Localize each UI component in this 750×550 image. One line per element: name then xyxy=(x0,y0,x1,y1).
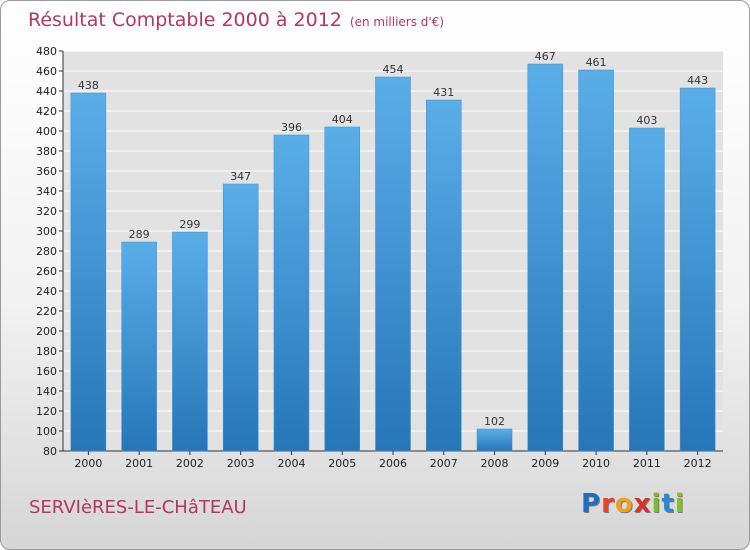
bar-2001 xyxy=(121,241,157,452)
y-tick-label: 180 xyxy=(36,345,57,358)
y-tick-label: 120 xyxy=(36,405,57,418)
x-tick-label: 2010 xyxy=(582,457,610,470)
value-label: 467 xyxy=(535,50,556,63)
x-tick-label: 2008 xyxy=(481,457,509,470)
bar-2005 xyxy=(324,126,360,452)
bar-2012 xyxy=(679,87,716,452)
x-tick-label: 2009 xyxy=(531,457,559,470)
y-tick-label: 240 xyxy=(36,285,57,298)
y-tick-label: 200 xyxy=(36,325,57,338)
y-tick-label: 320 xyxy=(36,205,57,218)
y-tick-label: 160 xyxy=(36,365,57,378)
y-tick-label: 140 xyxy=(36,385,57,398)
value-label: 289 xyxy=(129,228,150,241)
bars xyxy=(70,63,716,452)
value-label: 404 xyxy=(332,113,353,126)
y-tick-label: 300 xyxy=(36,225,57,238)
x-tick-label: 2012 xyxy=(684,457,712,470)
logo-letter: r xyxy=(601,489,615,519)
bar-2009 xyxy=(527,63,564,452)
logo-letter: i xyxy=(674,489,685,519)
bar-2007 xyxy=(426,99,462,452)
chart-subtitle: (en milliers d'€) xyxy=(349,15,445,29)
bar-2002 xyxy=(172,231,208,452)
y-tick-label: 280 xyxy=(36,245,57,258)
value-label: 438 xyxy=(78,79,99,92)
value-label: 443 xyxy=(687,74,708,87)
chart-title-text: Résultat Comptable 2000 à 2012 xyxy=(28,9,342,31)
y-tick-label: 220 xyxy=(36,305,57,318)
y-tick-label: 460 xyxy=(36,65,57,78)
y-tick-label: 480 xyxy=(36,45,57,58)
y-tick-label: 100 xyxy=(36,425,57,438)
y-tick-label: 80 xyxy=(43,445,57,458)
bar-2003 xyxy=(222,183,259,452)
x-tick-label: 2011 xyxy=(633,457,661,470)
axes: 80 100 120 140 160 180 200 220 240 260 280 300 320 34… xyxy=(36,45,723,470)
x-tick-label: 2007 xyxy=(430,457,458,470)
y-tick-label: 360 xyxy=(36,165,57,178)
value-label: 396 xyxy=(281,121,302,134)
bar-2008 xyxy=(476,428,513,452)
x-tick-label: 2001 xyxy=(125,457,153,470)
value-label: 454 xyxy=(383,63,404,76)
bar-2011 xyxy=(629,127,665,452)
chart-title: Résultat Comptable 2000 à 2012 (en millie… xyxy=(28,9,444,31)
x-tick-label: 2006 xyxy=(379,457,407,470)
logo-letter: o xyxy=(614,489,634,519)
logo-letter: i xyxy=(651,489,662,519)
bar-2010 xyxy=(578,69,614,452)
y-tick-label: 420 xyxy=(36,105,57,118)
logo-letter: x xyxy=(633,489,652,519)
y-tick-label: 400 xyxy=(36,125,57,138)
y-tick-label: 440 xyxy=(36,85,57,98)
x-tick-label: 2003 xyxy=(227,457,255,470)
x-tick-label: 2005 xyxy=(328,457,356,470)
y-tick-label: 380 xyxy=(36,145,57,158)
value-label: 403 xyxy=(636,114,657,127)
value-label: 461 xyxy=(586,56,607,69)
x-tick-label: 2002 xyxy=(176,457,204,470)
value-label: 431 xyxy=(433,86,454,99)
value-label: 299 xyxy=(179,218,200,231)
y-tick-label: 340 xyxy=(36,185,57,198)
logo-letter: t xyxy=(661,489,675,519)
logo-letter: P xyxy=(581,489,602,519)
bar-2004 xyxy=(273,134,310,452)
bar-2000 xyxy=(70,92,107,452)
bar-2006 xyxy=(375,76,411,452)
value-label: 102 xyxy=(484,415,505,428)
x-tick-label: 2000 xyxy=(74,457,102,470)
y-tick-label: 260 xyxy=(36,265,57,278)
value-labels: 438 289 299 347 396 404 454 431 102 467 461 403 443 xyxy=(78,50,708,428)
value-label: 347 xyxy=(230,170,251,183)
proxiti-logo: Proxiti xyxy=(581,489,685,519)
x-tick-label: 2004 xyxy=(277,457,305,470)
city-name: SERVIèRES-LE-CHâTEAU xyxy=(29,497,247,518)
